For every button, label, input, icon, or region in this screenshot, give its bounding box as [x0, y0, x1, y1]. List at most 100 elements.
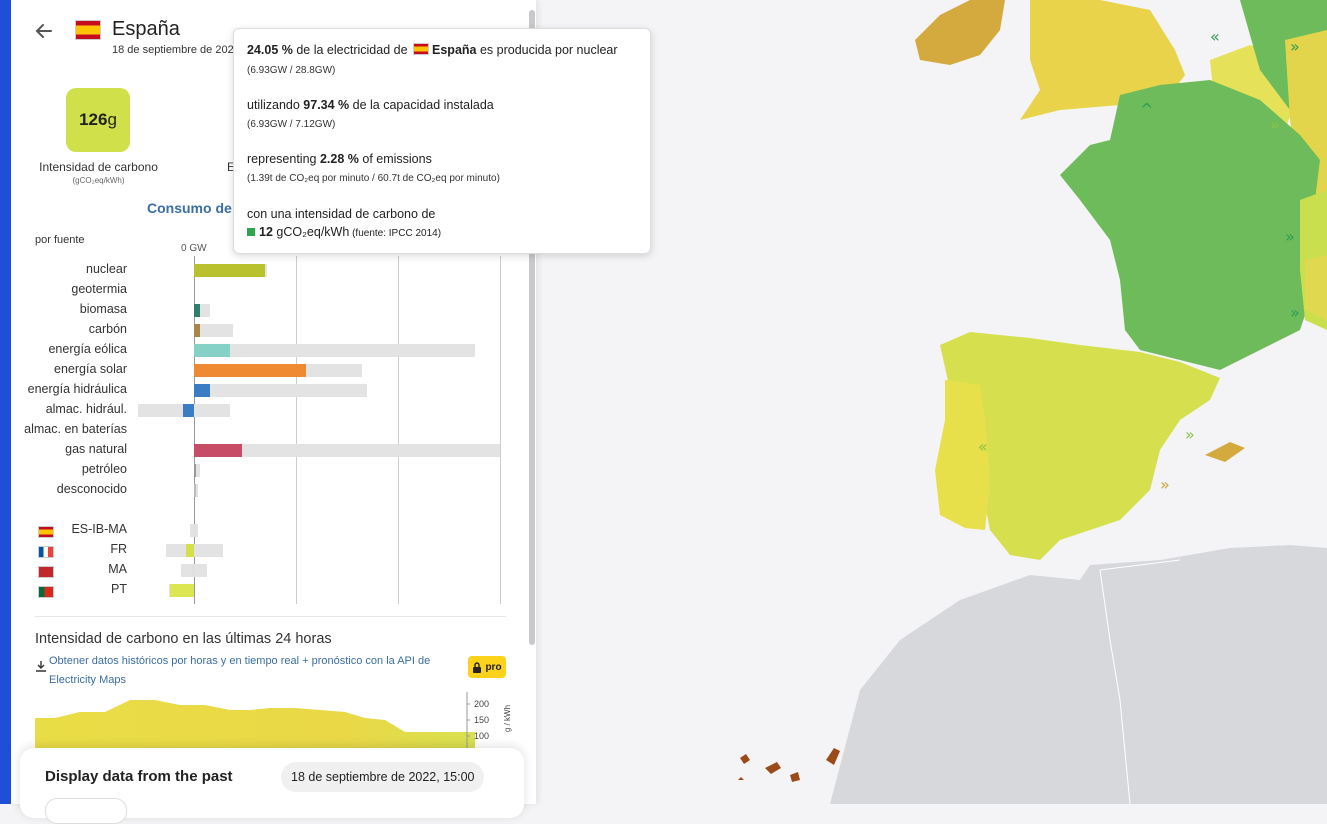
zone-date: 18 de septiembre de 2022: [112, 44, 240, 56]
history-axis-line: [466, 692, 470, 752]
source-label: energía solar: [54, 362, 127, 376]
source-label: energía hidráulica: [27, 382, 127, 396]
chart-gridline: [296, 256, 297, 604]
svg-text:»: »: [1290, 37, 1300, 56]
pro-badge-label: pro: [485, 661, 502, 673]
api-link[interactable]: Obtener datos históricos por horas y en …: [49, 655, 431, 686]
exchange-bar[interactable]: [169, 584, 194, 597]
capacity-bar[interactable]: [194, 324, 233, 337]
section-divider: [35, 616, 506, 617]
map-zone-france: [1060, 80, 1320, 370]
tooltip-capacity-pct: 97.34 %: [303, 98, 350, 112]
tooltip-emissions-sub: (1.39t de CO₂eq por minuto / 60.7t de CO…: [247, 173, 500, 184]
source-label: carbón: [88, 322, 127, 336]
svg-text:«: «: [1210, 27, 1220, 46]
history-title: Intensidad de carbono en las últimas 24 …: [35, 631, 332, 647]
source-label: desconocido: [56, 482, 127, 496]
production-bar[interactable]: [194, 464, 196, 477]
svg-text:^: ^: [1140, 100, 1153, 119]
fr-flag-icon: [38, 546, 54, 558]
source-label: nuclear: [86, 262, 127, 276]
past-date-button[interactable]: 18 de septiembre de 2022, 15:00: [281, 762, 485, 792]
exchange-capacity-bar[interactable]: [190, 524, 198, 537]
production-bar[interactable]: [194, 484, 196, 497]
exchange-bar[interactable]: [185, 544, 194, 557]
zone-name: España: [112, 18, 180, 40]
panel-scrollbar[interactable]: [529, 10, 535, 645]
chart-gridline: [194, 256, 195, 604]
source-label: biomasa: [79, 302, 127, 316]
es-flag-icon: [38, 526, 54, 538]
carbon-intensity-unit: g: [107, 110, 117, 129]
tooltip-capacity-sub: (6.93GW / 7.12GW): [247, 119, 336, 130]
production-bar[interactable]: [194, 324, 201, 337]
svg-text:»: »: [1185, 425, 1195, 444]
past-data-card: Display data from the past 18 de septiem…: [20, 748, 524, 824]
production-bar[interactable]: [194, 384, 210, 397]
svg-text:»: »: [1290, 303, 1300, 322]
past-time-control[interactable]: [45, 798, 127, 824]
tooltip-share-line: 24.05 % de la electricidad de España es …: [247, 43, 618, 57]
history-axis-unit: g / kWh: [503, 704, 513, 733]
tooltip-emissions-pct: 2.28 %: [319, 152, 359, 166]
exchange-label: FR: [110, 542, 127, 556]
history-tick: 200: [474, 699, 490, 709]
exchange-capacity-bar[interactable]: [180, 564, 208, 577]
source-label: geotermia: [71, 282, 127, 296]
scrollbar-thumb[interactable]: [529, 10, 535, 645]
exchange-capacity-bar[interactable]: [166, 544, 223, 557]
production-bar[interactable]: [182, 404, 194, 417]
exchange-bar[interactable]: [191, 564, 194, 577]
history-area: [35, 700, 475, 750]
source-label: almac. en baterías: [24, 422, 127, 436]
tooltip-intensity-source: (fuente: IPCC 2014): [349, 228, 442, 239]
exchange-bar[interactable]: [194, 524, 197, 537]
tooltip-share-pct: 24.05 %: [247, 43, 293, 57]
source-label: petróleo: [81, 462, 127, 476]
map-zone-balearic: [1205, 442, 1245, 462]
svg-text:»: »: [1285, 227, 1295, 246]
production-bar[interactable]: [194, 444, 242, 457]
chart-gridline: [398, 256, 399, 604]
production-bar[interactable]: [194, 364, 307, 377]
tooltip-share-end: es producida por nuclear: [476, 43, 618, 57]
history-chart[interactable]: [35, 690, 475, 750]
chart-gridline: [500, 256, 501, 604]
tooltip-capacity-pre: utilizando: [247, 98, 304, 112]
production-bar[interactable]: [194, 264, 265, 277]
capacity-bar[interactable]: [194, 444, 500, 457]
source-label: energía eólica: [48, 342, 127, 356]
production-chart: 0 GW nuclear geotermia biomasa carbón energí…: [11, 240, 536, 610]
by-source-label: por fuente: [35, 234, 85, 246]
lock-icon: [473, 661, 482, 673]
capacity-bar[interactable]: [194, 464, 201, 477]
tooltip-share-sub: (6.93GW / 28.8GW): [247, 65, 336, 76]
tooltip-intensity-line: con una intensidad de carbono de: [247, 207, 436, 221]
exchange-label: ES-IB-MA: [71, 522, 127, 536]
tooltip-intensity-unit: gCO₂eq/kWh: [272, 225, 350, 239]
tooltip-zone: España: [432, 43, 477, 57]
source-label: gas natural: [65, 442, 127, 456]
tooltip-emissions-end: of emissions: [358, 152, 432, 166]
pro-badge[interactable]: pro: [468, 656, 506, 678]
consumption-title[interactable]: Consumo de: [147, 200, 232, 216]
svg-text:»: »: [1270, 115, 1280, 134]
download-icon[interactable]: [35, 660, 47, 672]
capacity-bar[interactable]: [194, 384, 368, 397]
window-left-edge: [0, 0, 11, 804]
exchange-label: MA: [108, 562, 127, 576]
production-bar[interactable]: [194, 304, 200, 317]
ma-flag-icon: [38, 566, 54, 578]
map-zone-ireland: [915, 0, 1005, 65]
past-data-title: Display data from the past: [45, 768, 233, 785]
capacity-bar[interactable]: [194, 484, 199, 497]
carbon-intensity-badge: 126 g: [66, 88, 130, 152]
pt-flag-icon: [38, 586, 54, 598]
capacity-bar[interactable]: [194, 344, 475, 357]
carbon-intensity-sublabel: (gCO₂eq/kWh): [72, 176, 125, 185]
back-arrow-icon[interactable]: [33, 20, 55, 42]
map-zone-spain: [940, 332, 1220, 560]
exchange-label: PT: [111, 582, 127, 596]
production-bar[interactable]: [194, 344, 230, 357]
tooltip-intensity-value: 12: [259, 225, 273, 239]
